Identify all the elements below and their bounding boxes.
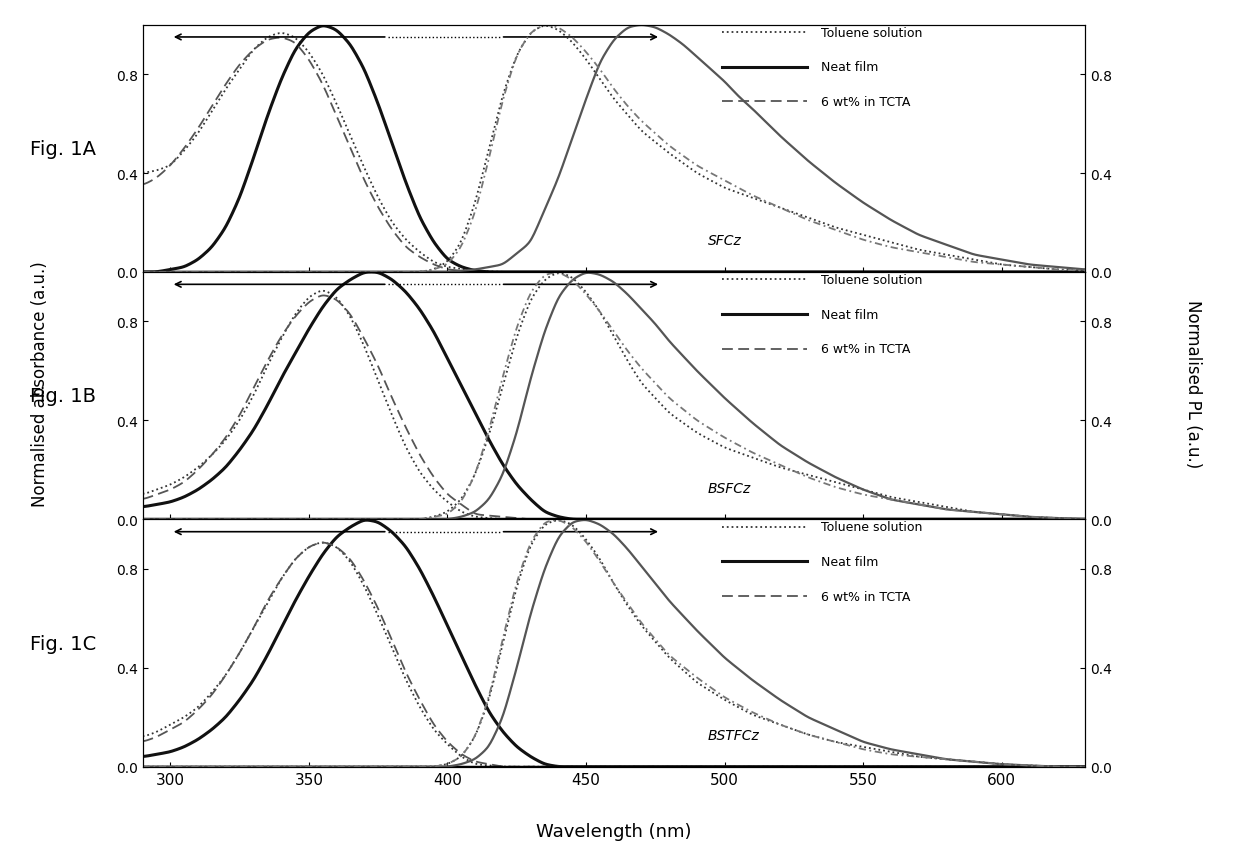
Text: Toluene solution: Toluene solution — [821, 273, 923, 286]
Text: Fig. 1A: Fig. 1A — [30, 140, 95, 158]
Text: Neat film: Neat film — [821, 556, 878, 568]
Text: Fig. 1C: Fig. 1C — [30, 634, 95, 653]
Text: 6 wt% in TCTA: 6 wt% in TCTA — [821, 95, 910, 109]
Text: Neat film: Neat film — [821, 308, 878, 321]
Text: Toluene solution: Toluene solution — [821, 521, 923, 533]
Text: Normalised absorbance (a.u.): Normalised absorbance (a.u.) — [31, 261, 48, 506]
Text: 6 wt% in TCTA: 6 wt% in TCTA — [821, 590, 910, 603]
Text: Toluene solution: Toluene solution — [821, 26, 923, 39]
Text: BSFCz: BSFCz — [708, 481, 751, 495]
Text: Wavelength (nm): Wavelength (nm) — [536, 821, 692, 840]
Text: Normalised PL (a.u.): Normalised PL (a.u.) — [1184, 299, 1202, 468]
Text: BSTFCz: BSTFCz — [708, 728, 760, 742]
Text: 6 wt% in TCTA: 6 wt% in TCTA — [821, 343, 910, 356]
Text: SFCz: SFCz — [708, 234, 742, 248]
Text: Fig. 1B: Fig. 1B — [30, 387, 95, 406]
Text: Neat film: Neat film — [821, 61, 878, 74]
